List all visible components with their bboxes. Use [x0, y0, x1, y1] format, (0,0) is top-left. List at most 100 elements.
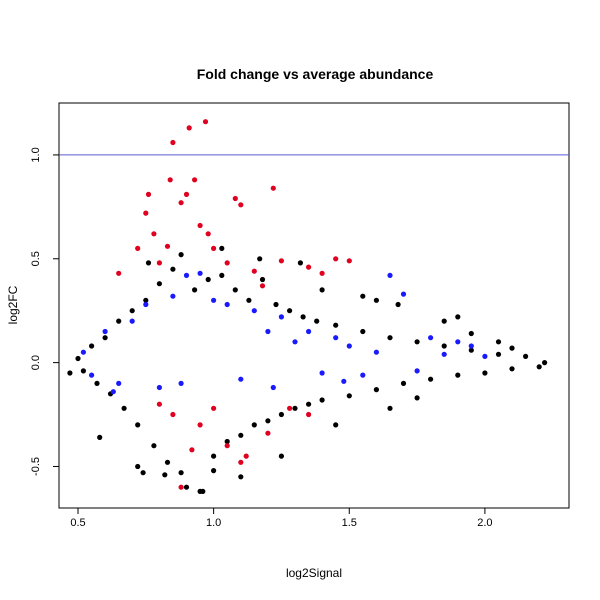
- data-point: [145, 260, 152, 266]
- data-point: [395, 301, 401, 308]
- data-point: [197, 422, 203, 428]
- data-point: [67, 370, 73, 376]
- data-point: [278, 258, 284, 264]
- data-point: [278, 453, 284, 459]
- x-tick-label: 1.0: [206, 517, 221, 529]
- data-point: [251, 268, 257, 274]
- data-point: [509, 345, 515, 351]
- data-point: [170, 139, 176, 146]
- data-point: [428, 335, 434, 341]
- data-point: [287, 405, 293, 411]
- data-point: [238, 202, 244, 208]
- data-point: [278, 411, 284, 418]
- data-point: [400, 291, 407, 297]
- data-point: [243, 453, 249, 459]
- data-point: [257, 256, 263, 262]
- data-point: [251, 422, 257, 428]
- data-point: [135, 422, 141, 428]
- data-point: [162, 472, 168, 478]
- data-point: [306, 264, 312, 270]
- data-point: [238, 376, 244, 382]
- data-point: [156, 260, 162, 266]
- data-point: [455, 372, 461, 378]
- data-point: [414, 339, 420, 345]
- data-point: [192, 177, 198, 183]
- data-point: [536, 364, 542, 370]
- data-point: [306, 328, 312, 335]
- data-point: [205, 231, 211, 237]
- data-point: [183, 272, 190, 278]
- data-point: [333, 335, 339, 341]
- chart-title: Fold change vs average abundance: [197, 66, 434, 82]
- data-point: [140, 470, 146, 476]
- data-point: [89, 372, 95, 378]
- data-point: [219, 272, 225, 278]
- data-point: [319, 270, 325, 276]
- data-point: [224, 260, 230, 266]
- data-point: [297, 260, 303, 266]
- data-point: [224, 443, 230, 449]
- data-point: [145, 191, 152, 197]
- data-point: [495, 351, 502, 357]
- data-point: [143, 210, 149, 216]
- x-axis-label: log2Signal: [286, 566, 342, 580]
- data-point: [232, 195, 238, 202]
- data-point: [102, 335, 108, 341]
- data-point: [197, 222, 203, 229]
- data-point: [224, 438, 230, 445]
- data-point: [319, 370, 325, 376]
- data-point: [102, 328, 108, 335]
- data-point: [170, 266, 176, 272]
- data-point: [200, 488, 206, 494]
- data-point: [246, 297, 252, 303]
- data-point: [468, 347, 474, 353]
- x-tick-label: 1.5: [342, 517, 357, 529]
- data-point: [164, 243, 171, 249]
- data-point: [306, 411, 312, 418]
- data-point: [170, 411, 176, 418]
- data-point: [346, 258, 352, 264]
- data-point: [360, 293, 366, 299]
- data-point: [428, 376, 434, 382]
- data-point: [300, 314, 306, 320]
- data-point: [238, 474, 244, 480]
- data-point: [75, 355, 81, 362]
- y-tick-label: 1.0: [30, 147, 42, 162]
- data-point: [156, 281, 162, 287]
- data-point: [373, 297, 379, 303]
- data-point: [164, 459, 171, 465]
- data-point: [441, 351, 447, 357]
- data-point: [219, 245, 225, 251]
- data-point: [135, 245, 141, 251]
- data-point: [232, 287, 238, 293]
- data-point: [80, 349, 86, 355]
- data-point: [523, 353, 529, 359]
- data-point: [183, 191, 190, 197]
- y-tick-label: 0.5: [30, 251, 42, 266]
- data-point: [211, 468, 217, 474]
- data-point: [211, 453, 217, 459]
- data-point: [94, 380, 100, 386]
- data-point: [205, 276, 211, 283]
- data-point: [116, 380, 122, 386]
- data-point: [167, 177, 173, 183]
- data-point: [189, 447, 195, 453]
- data-point: [97, 434, 103, 440]
- data-point: [306, 401, 312, 407]
- data-point: [441, 343, 447, 349]
- data-point: [129, 308, 135, 314]
- y-axis: -0.5 0.0 0.5 1.0: [30, 147, 60, 476]
- data-point: [346, 343, 352, 349]
- data-point: [238, 432, 244, 438]
- data-point: [151, 231, 157, 237]
- data-point: [387, 335, 393, 341]
- data-point: [360, 328, 366, 335]
- data-point: [387, 272, 393, 278]
- data-point: [455, 314, 461, 320]
- data-point: [319, 397, 325, 403]
- data-point: [441, 318, 447, 324]
- data-point: [183, 484, 190, 490]
- data-point: [259, 283, 266, 289]
- data-point: [265, 328, 271, 335]
- x-tick-label: 2.0: [477, 517, 492, 529]
